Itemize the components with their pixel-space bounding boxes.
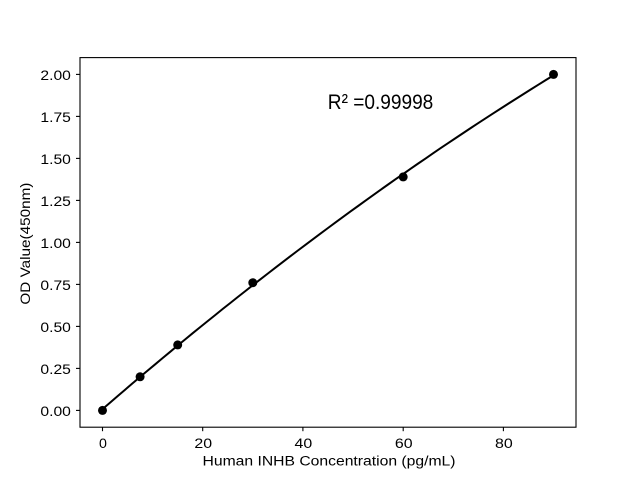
svg-text:0: 0 [99,436,107,452]
svg-text:1.00: 1.00 [40,236,71,252]
svg-text:20: 20 [194,436,212,452]
svg-text:0.00: 0.00 [40,404,71,420]
svg-text:OD Value(450nm): OD Value(450nm) [18,183,34,305]
svg-text:1.50: 1.50 [40,152,71,168]
svg-text:Human INHB Concentration (pg/m: Human INHB Concentration (pg/mL) [203,454,456,470]
svg-text:80: 80 [495,436,513,452]
svg-text:0.75: 0.75 [40,278,71,294]
svg-text:0.50: 0.50 [40,320,71,336]
svg-text:1.25: 1.25 [40,194,71,210]
svg-text:0.25: 0.25 [40,362,71,378]
svg-text:40: 40 [295,436,313,452]
svg-text:60: 60 [395,436,413,452]
svg-text:R² =0.99998: R² =0.99998 [328,91,434,114]
svg-text:1.75: 1.75 [40,110,71,126]
svg-text:2.00: 2.00 [40,68,71,84]
